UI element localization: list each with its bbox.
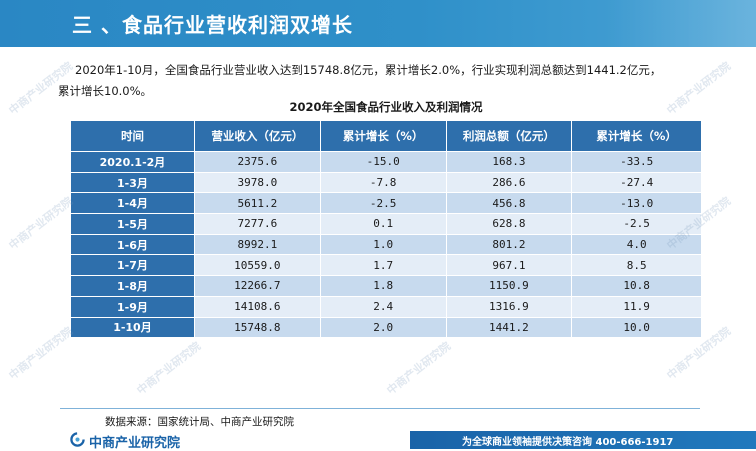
cell-revenue-growth: 1.8 xyxy=(319,275,447,297)
cell-time: 2020.1-2月 xyxy=(70,151,195,173)
cell-profit-growth: -13.0 xyxy=(571,192,702,215)
cell-revenue: 7277.6 xyxy=(193,213,321,235)
cell-revenue-growth: 1.0 xyxy=(319,233,447,256)
cell-profit: 801.2 xyxy=(445,233,573,256)
cell-revenue-growth: -7.8 xyxy=(319,171,447,194)
cell-profit: 286.6 xyxy=(445,171,573,194)
cell-revenue: 8992.1 xyxy=(193,233,321,256)
cell-profit-growth: 8.5 xyxy=(571,254,702,277)
cell-revenue-growth: 0.1 xyxy=(319,213,447,235)
cell-revenue: 15748.8 xyxy=(193,316,321,339)
table-row: 1-10月 15748.8 2.0 1441.2 10.0 xyxy=(70,316,702,339)
cell-revenue: 2375.6 xyxy=(193,151,321,173)
watermark: 中商产业研究院 xyxy=(384,339,454,398)
cell-time: 1-6月 xyxy=(70,233,195,256)
footer-blue-band xyxy=(410,431,756,449)
table-row: 1-4月 5611.2 -2.5 456.8 -13.0 xyxy=(70,192,702,215)
column-header-profit-growth: 累计增长（%） xyxy=(571,120,702,152)
cell-time: 1-3月 xyxy=(70,171,195,194)
cell-revenue: 5611.2 xyxy=(193,192,321,215)
cell-revenue-growth: 2.4 xyxy=(319,295,447,318)
cell-revenue-growth: -15.0 xyxy=(319,151,447,173)
table-row: 1-5月 7277.6 0.1 628.8 -2.5 xyxy=(70,213,702,235)
column-header-time: 时间 xyxy=(70,120,195,152)
header-accent xyxy=(606,0,756,47)
table-row: 1-8月 12266.7 1.8 1150.9 10.8 xyxy=(70,275,702,297)
cell-profit-growth: 4.0 xyxy=(571,233,702,256)
table-row: 2020.1-2月 2375.6 -15.0 168.3 -33.5 xyxy=(70,151,702,173)
logo-text: 中商产业研究院 xyxy=(89,436,181,451)
cell-time: 1-9月 xyxy=(70,295,195,318)
cell-revenue: 14108.6 xyxy=(193,295,321,318)
watermark: 中商产业研究院 xyxy=(6,324,76,383)
column-header-revenue: 营业收入（亿元） xyxy=(193,120,321,152)
footer-tagline: 为全球商业领袖提供决策咨询 400-666-1917 xyxy=(462,437,674,448)
header-bar: 三 、食品行业营收利润双增长 xyxy=(0,0,756,47)
intro-paragraph: 2020年1-10月，全国食品行业营业收入达到15748.8亿元，累计增长2.0… xyxy=(58,60,723,102)
column-header-profit: 利润总额（亿元） xyxy=(445,120,573,152)
source-divider xyxy=(60,408,700,409)
data-source-note: 数据来源：国家统计局、中商产业研究院 xyxy=(105,416,294,428)
cell-revenue-growth: 2.0 xyxy=(319,316,447,339)
cell-profit-growth: -33.5 xyxy=(571,151,702,173)
cell-revenue-growth: -2.5 xyxy=(319,192,447,215)
cell-profit: 1316.9 xyxy=(445,295,573,318)
cell-profit-growth: 11.9 xyxy=(571,295,702,318)
column-header-revenue-growth: 累计增长（%） xyxy=(319,120,447,152)
table-header-row: 时间 营业收入（亿元） 累计增长（%） 利润总额（亿元） 累计增长（%） xyxy=(70,120,702,152)
cell-revenue: 3978.0 xyxy=(193,171,321,194)
data-table: 时间 营业收入（亿元） 累计增长（%） 利润总额（亿元） 累计增长（%） 202… xyxy=(70,120,702,339)
logo-mark-icon xyxy=(70,432,85,447)
watermark: 中商产业研究院 xyxy=(6,194,76,253)
cell-time: 1-7月 xyxy=(70,254,195,277)
cell-profit: 1150.9 xyxy=(445,275,573,297)
page-title: 三 、食品行业营收利润双增长 xyxy=(72,13,353,37)
cell-time: 1-5月 xyxy=(70,213,195,235)
cell-time: 1-8月 xyxy=(70,275,195,297)
cell-revenue: 10559.0 xyxy=(193,254,321,277)
cell-time: 1-10月 xyxy=(70,316,195,339)
table-row: 1-6月 8992.1 1.0 801.2 4.0 xyxy=(70,233,702,256)
cell-profit-growth: -2.5 xyxy=(571,213,702,235)
cell-profit: 168.3 xyxy=(445,151,573,173)
cell-revenue-growth: 1.7 xyxy=(319,254,447,277)
table-row: 1-9月 14108.6 2.4 1316.9 11.9 xyxy=(70,295,702,318)
table-row: 1-7月 10559.0 1.7 967.1 8.5 xyxy=(70,254,702,277)
cell-profit-growth: 10.0 xyxy=(571,316,702,339)
cell-profit: 967.1 xyxy=(445,254,573,277)
cell-profit-growth: -27.4 xyxy=(571,171,702,194)
table-title: 2020年全国食品行业收入及利润情况 xyxy=(289,100,483,114)
table-row: 1-3月 3978.0 -7.8 286.6 -27.4 xyxy=(70,171,702,194)
cell-profit: 628.8 xyxy=(445,213,573,235)
cell-profit-growth: 10.8 xyxy=(571,275,702,297)
cell-profit: 456.8 xyxy=(445,192,573,215)
cell-revenue: 12266.7 xyxy=(193,275,321,297)
watermark: 中商产业研究院 xyxy=(134,339,204,398)
cell-profit: 1441.2 xyxy=(445,316,573,339)
cell-time: 1-4月 xyxy=(70,192,195,215)
intro-line-2: 累计增长10.0%。 xyxy=(58,84,153,98)
intro-line-1: 2020年1-10月，全国食品行业营业收入达到15748.8亿元，累计增长2.0… xyxy=(75,63,662,77)
